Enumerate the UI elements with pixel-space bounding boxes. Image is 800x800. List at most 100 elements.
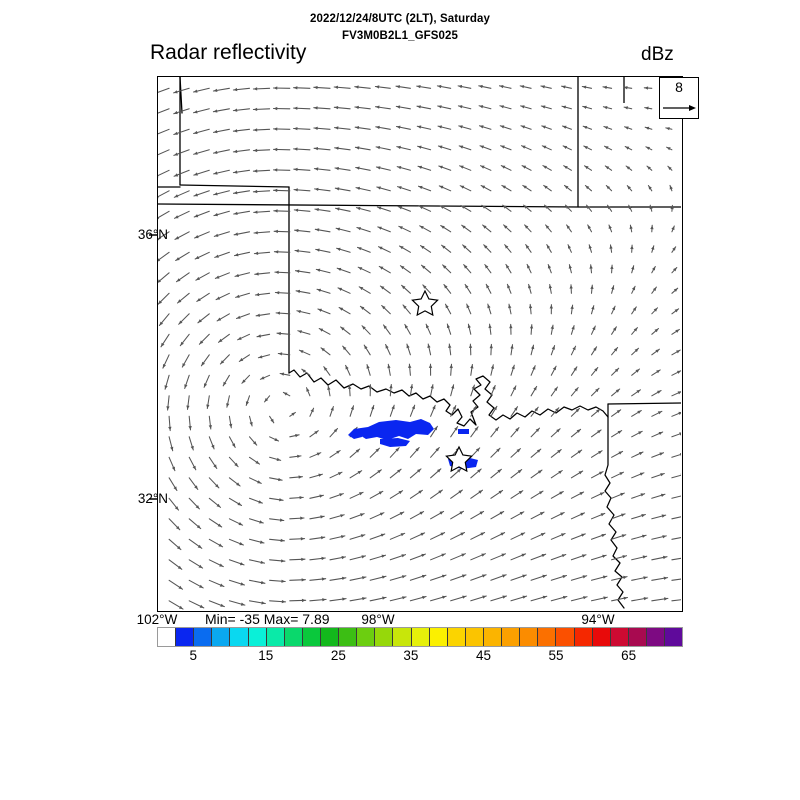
wind-arrow bbox=[389, 490, 404, 499]
wind-arrow bbox=[487, 303, 492, 315]
wind-arrow bbox=[409, 553, 426, 561]
wind-arrow bbox=[188, 559, 204, 569]
wind-arrow bbox=[510, 448, 521, 458]
colorbar-segment-26 bbox=[628, 628, 647, 646]
wind-arrow bbox=[273, 209, 291, 213]
wind-arrow bbox=[200, 354, 210, 367]
wind-arrow bbox=[437, 125, 452, 130]
wind-arrow bbox=[631, 555, 648, 561]
wind-arrow bbox=[329, 514, 345, 520]
wind-arrow bbox=[671, 308, 680, 315]
wind-arrow bbox=[667, 165, 673, 171]
wind-arrow bbox=[490, 426, 500, 438]
wind-arrow bbox=[671, 370, 681, 376]
wind-arrow bbox=[377, 246, 391, 253]
wind-arrow bbox=[611, 450, 624, 458]
wind-arrow bbox=[301, 368, 311, 376]
wind-arrow bbox=[237, 333, 251, 341]
wind-arrow bbox=[263, 395, 271, 403]
wind-arrow bbox=[520, 125, 532, 130]
wind-arrow bbox=[624, 126, 633, 130]
wind-arrow bbox=[289, 516, 305, 520]
wind-arrow bbox=[647, 184, 653, 192]
wind-arrow bbox=[333, 85, 351, 89]
wind-arrow bbox=[508, 303, 512, 315]
wind-arrow bbox=[549, 304, 553, 315]
colorbar[interactable] bbox=[157, 627, 683, 647]
wind-arrow bbox=[269, 538, 285, 543]
wind-arrow bbox=[458, 145, 472, 151]
wind-arrow bbox=[166, 395, 170, 411]
wind-arrow bbox=[186, 395, 190, 410]
wind-arrow bbox=[631, 285, 636, 294]
wind-arrow bbox=[611, 285, 615, 294]
wind-arrow bbox=[470, 426, 479, 438]
wind-arrow bbox=[289, 537, 306, 541]
wind-arrow bbox=[188, 415, 192, 431]
wind-arrow bbox=[212, 108, 230, 113]
wind-arrow bbox=[490, 595, 508, 602]
wind-arrow bbox=[510, 490, 524, 499]
wind-arrow bbox=[611, 575, 628, 581]
state-borders-layer bbox=[158, 77, 579, 374]
wind-arrow bbox=[389, 575, 407, 581]
wind-arrow bbox=[666, 146, 673, 151]
wind-arrow bbox=[671, 391, 681, 397]
wind-arrow bbox=[158, 149, 170, 157]
wind-arrow bbox=[590, 366, 599, 376]
wind-arrow bbox=[624, 145, 633, 151]
wind-arrow bbox=[329, 471, 343, 479]
wind-arrow bbox=[611, 409, 622, 417]
wind-arrow bbox=[581, 85, 593, 89]
wind-arrow bbox=[485, 283, 492, 294]
wind-arrow bbox=[464, 283, 472, 294]
wind-arrow bbox=[248, 579, 266, 585]
wind-arrow bbox=[519, 85, 532, 89]
wind-arrow bbox=[570, 428, 582, 438]
wind-arrow bbox=[510, 364, 515, 376]
wind-arrow bbox=[566, 224, 572, 233]
wind-arrow bbox=[369, 447, 380, 458]
wind-arrow bbox=[450, 405, 457, 417]
wind-arrow bbox=[545, 224, 552, 233]
wind-arrow bbox=[398, 225, 411, 233]
wind-arrow bbox=[550, 595, 568, 602]
sabine-river-layer bbox=[604, 416, 625, 609]
wind-arrow bbox=[671, 328, 680, 335]
wind-arrow bbox=[333, 106, 351, 110]
wind-arrow bbox=[368, 384, 372, 397]
wind-arrow bbox=[470, 363, 474, 376]
wind-arrow bbox=[611, 367, 620, 376]
wind-arrow bbox=[389, 511, 405, 520]
wind-arrow bbox=[611, 346, 619, 356]
colorbar-segment-8 bbox=[302, 628, 321, 646]
red-river-layer bbox=[288, 369, 681, 427]
wind-arrow bbox=[409, 404, 416, 417]
wind-arrow bbox=[671, 266, 678, 274]
wind-arrow bbox=[650, 224, 654, 233]
wind-arrow bbox=[235, 292, 251, 298]
wind-arrow bbox=[450, 510, 465, 520]
wind-arrow bbox=[395, 105, 411, 110]
wind-arrow bbox=[396, 145, 411, 151]
red-river-path bbox=[288, 369, 609, 427]
wind-arrow bbox=[188, 456, 197, 471]
wind-arrow bbox=[490, 532, 506, 540]
wind-arrow bbox=[590, 387, 600, 397]
wind-arrow bbox=[389, 447, 400, 458]
wind-arrow bbox=[457, 84, 472, 89]
map-panel[interactable] bbox=[157, 76, 683, 612]
wind-arrow bbox=[590, 491, 605, 499]
wind-arrow bbox=[671, 557, 681, 561]
wind-arrow bbox=[671, 411, 681, 417]
wind-arrow bbox=[228, 538, 244, 546]
wind-arrow bbox=[671, 473, 681, 479]
wind-arrow bbox=[590, 512, 606, 520]
wind-arrow bbox=[397, 205, 411, 212]
wind-arrow bbox=[417, 185, 432, 192]
wind-arrow bbox=[588, 244, 593, 253]
wind-arrow bbox=[349, 534, 366, 540]
wind-arrow bbox=[389, 383, 393, 397]
wind-arrow bbox=[254, 292, 271, 297]
wind-arrow bbox=[349, 555, 367, 561]
